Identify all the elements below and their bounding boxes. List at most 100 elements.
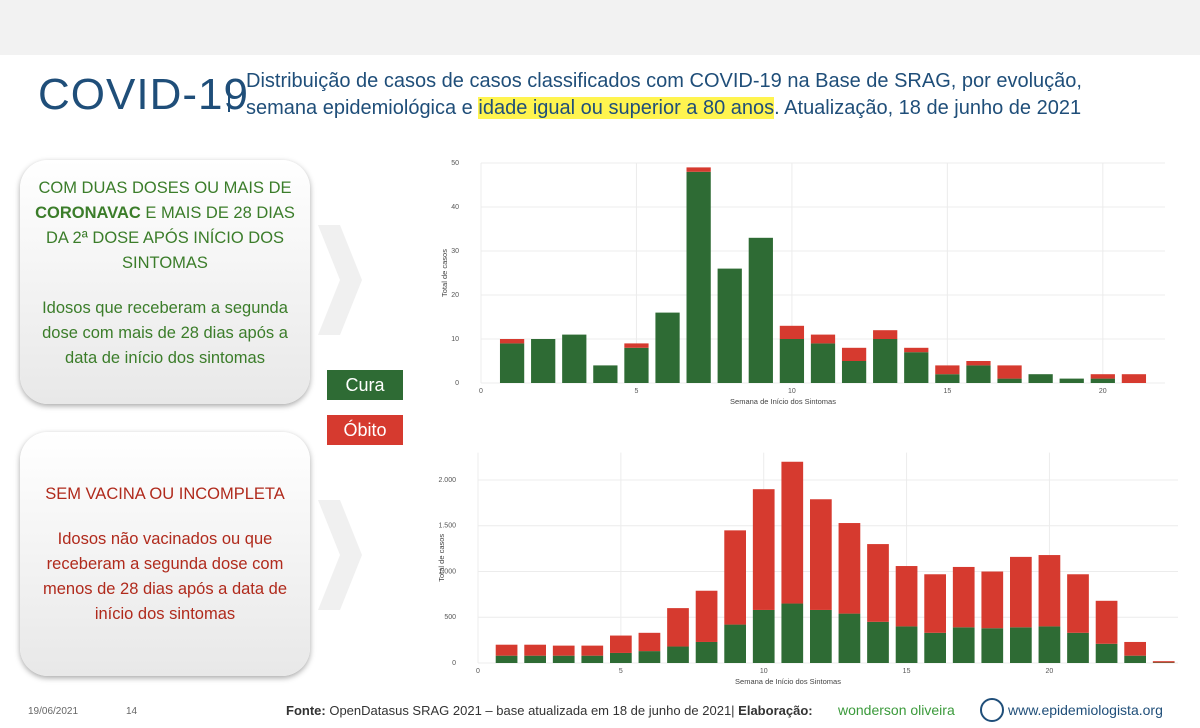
bar-segment [1124, 655, 1146, 663]
legend-label: Cura [345, 375, 385, 395]
top-band [0, 0, 1200, 55]
bar-segment [904, 352, 929, 383]
bar-segment [1067, 632, 1089, 663]
bar-segment [724, 530, 746, 625]
bar-segment [779, 325, 805, 339]
bar-segment [841, 361, 867, 383]
bar-segment [981, 628, 1004, 663]
box-body: Idosos não vacinados ou que receberam a … [42, 530, 287, 623]
bar-segment [1095, 643, 1118, 663]
footer-date: 19/06/2021 [28, 706, 79, 717]
bar-segment [781, 603, 804, 663]
x-axis-label: Semana de Início dos Sintomas [730, 397, 836, 406]
bar-segment [838, 523, 861, 614]
bar-segment [810, 499, 832, 610]
subtitle-line: Distribuição de casos de casos classific… [246, 70, 1082, 92]
bar-segment [841, 347, 867, 361]
bar-segment [524, 644, 546, 656]
x-tick-label: 20 [1046, 668, 1054, 675]
arrow [318, 225, 362, 335]
bar-segment [1038, 555, 1061, 627]
subtitle-text: . Atualização, 18 de junho de 2021 [774, 97, 1082, 119]
subtitle-text: semana epidemiológica e [246, 97, 479, 119]
bar-segment [1059, 378, 1084, 383]
bar-segment [1038, 626, 1061, 663]
bar-segment [552, 645, 575, 656]
bar-segment [552, 655, 575, 663]
heading-text: E MAIS DE 28 DIAS DA 2ª DOSE APÓS INÍCIO… [45, 204, 295, 272]
author: wonderson oliveira [838, 702, 955, 718]
y-axis-label: Total de casos [437, 534, 446, 582]
bar-segment [655, 312, 680, 383]
divider [228, 82, 230, 112]
bar-segment [581, 645, 604, 656]
subtitle-line: semana epidemiológica e idade igual ou s… [246, 95, 1082, 122]
bar-segment [1124, 641, 1146, 656]
bar-segment [952, 566, 975, 628]
box-body: Idosos que receberam a segunda dose com … [42, 299, 288, 367]
bar-segment [810, 343, 836, 383]
y-tick-label: 50 [451, 160, 459, 167]
bar-segment [624, 343, 649, 348]
bar-segment [717, 268, 742, 383]
y-tick-label: 0 [452, 660, 456, 667]
bar-segment [924, 574, 946, 633]
bar-segment [1067, 574, 1089, 633]
box-heading: COM DUAS DOSES OU MAIS DE CORONAVAC E MA… [26, 176, 304, 276]
bar-segment [952, 627, 975, 663]
bar-segment [695, 641, 718, 663]
bar-segment [873, 339, 898, 383]
legend-swatch [327, 370, 403, 400]
bar-segment [1090, 378, 1115, 383]
footer-page: 14 [126, 706, 138, 717]
heading-bold: CORONAVAC [35, 204, 141, 222]
arrow [318, 500, 362, 610]
bar-segment [581, 655, 604, 663]
x-tick-label: 10 [788, 388, 796, 395]
bar-segment [935, 374, 960, 383]
bar-segment [781, 461, 804, 604]
bar-segment [695, 590, 718, 642]
bar-segment [966, 361, 991, 366]
bar-segment [873, 330, 898, 339]
bar-segment [524, 655, 546, 663]
bar-segment [752, 489, 775, 610]
bar-segment [752, 609, 775, 663]
bar-segment [638, 651, 661, 663]
x-tick-label: 20 [1099, 388, 1107, 395]
bar-segment [499, 339, 525, 344]
bar-segment [667, 646, 689, 663]
source-label: Fonte: [286, 703, 326, 718]
bar-segment [895, 566, 918, 627]
bar-segment [1095, 600, 1118, 644]
footer-source: Fonte: OpenDatasus SRAG 2021 – base atua… [286, 703, 813, 718]
bar-segment [1028, 374, 1053, 383]
bar-segment [997, 365, 1022, 379]
y-tick-label: 0 [455, 380, 459, 387]
x-tick-label: 15 [943, 388, 951, 395]
bar-segment [838, 613, 861, 663]
bar-segment [495, 644, 518, 656]
bar-segment [1152, 661, 1175, 663]
bar-segment [638, 632, 661, 652]
bar-segment [724, 624, 746, 663]
heading-text: COM DUAS DOSES OU MAIS DE [38, 179, 292, 197]
y-tick-label: 20 [451, 292, 459, 299]
y-tick-label: 1.000 [438, 568, 456, 575]
y-tick-label: 2.000 [438, 477, 456, 484]
bar-segment [1010, 556, 1032, 628]
legend-swatch [327, 415, 403, 445]
y-axis-label: Total de casos [440, 249, 449, 297]
bar-segment [667, 608, 689, 647]
bar-segment [748, 237, 773, 383]
box-heading: SEM VACINA OU INCOMPLETA [26, 482, 304, 507]
y-tick-label: 1.500 [438, 523, 456, 530]
bar-segment [686, 167, 711, 172]
x-tick-label: 0 [476, 668, 480, 675]
legend-label: Óbito [343, 419, 386, 440]
x-tick-label: 10 [760, 668, 768, 675]
bar-segment [499, 343, 525, 383]
info-box: SEM VACINA OU INCOMPLETA Idosos não vaci… [20, 432, 310, 676]
